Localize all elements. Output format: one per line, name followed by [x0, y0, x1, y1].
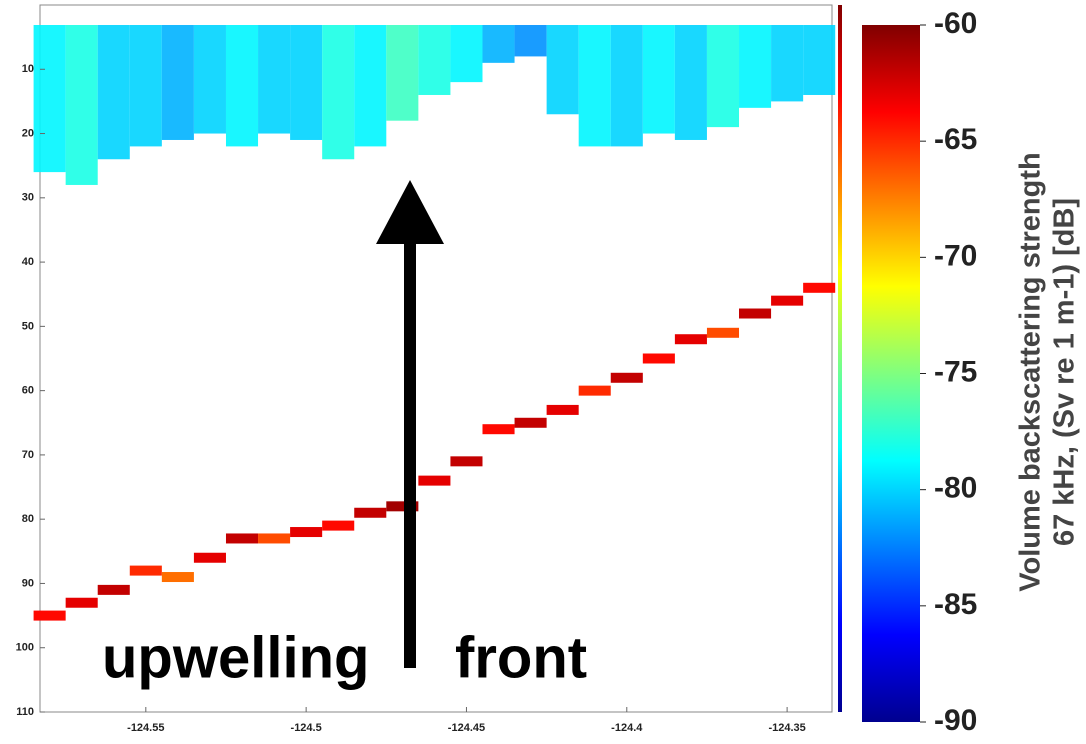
- y-tick-label: 10: [22, 63, 34, 75]
- x-tick-label: -124.4: [611, 722, 643, 734]
- colorbar: [862, 25, 920, 722]
- y-tick-label: 70: [22, 449, 34, 461]
- bottom-cell: [674, 334, 707, 345]
- scattering-cell: [771, 25, 804, 102]
- bottom-cell: [225, 533, 259, 544]
- scattering-cell: [706, 25, 740, 128]
- bottom-cell: [322, 520, 355, 531]
- y-tick-label: 100: [16, 642, 34, 654]
- y-tick-label: 40: [22, 256, 34, 268]
- cells: [33, 25, 836, 621]
- bottom-cell: [418, 475, 451, 486]
- scattering-cell: [450, 25, 483, 83]
- scattering-cell: [258, 25, 291, 134]
- scattering-cell: [65, 25, 98, 185]
- scattering-cell: [610, 25, 643, 147]
- bottom-cell: [386, 501, 419, 512]
- colorbar-label: Volume backscattering strength: [1015, 152, 1047, 591]
- bottom-cell: [97, 584, 130, 595]
- colorbar-tick-label: -60: [934, 7, 977, 40]
- y-tick-label: 50: [22, 320, 34, 332]
- scattering-cell: [674, 25, 707, 140]
- colorbar-tick-label: -80: [934, 472, 977, 505]
- bottom-cell: [193, 552, 226, 563]
- y-tick-label: 90: [22, 577, 34, 589]
- x-tick-label: -124.45: [448, 722, 485, 734]
- bottom-cell: [354, 507, 387, 518]
- bottom-cell: [33, 610, 66, 621]
- scattering-cell: [354, 25, 387, 147]
- bottom-cell: [258, 533, 291, 544]
- x-tick-label: -124.5: [291, 722, 322, 734]
- x-tick-label: -124.55: [127, 722, 164, 734]
- bottom-cell: [578, 385, 611, 396]
- colorbar-tick-label: -65: [934, 123, 977, 156]
- scattering-cell: [161, 25, 194, 140]
- y-tick-label: 80: [22, 513, 34, 525]
- colorbar-tick-label: -70: [934, 239, 977, 272]
- y-tick-label: 20: [22, 127, 34, 139]
- y-tick-label: 60: [22, 385, 34, 397]
- y-tick-label: 110: [16, 706, 34, 718]
- annotation: front: [455, 625, 587, 690]
- annotation: upwelling: [102, 625, 369, 690]
- bottom-cell: [65, 597, 98, 608]
- scattering-cell: [642, 25, 675, 134]
- colorbar-tick-label: -85: [934, 588, 977, 621]
- thin-colorbar: [838, 5, 842, 712]
- scattering-cell: [322, 25, 355, 160]
- scattering-cell: [97, 25, 130, 160]
- scattering-cell: [418, 25, 451, 95]
- scattering-cell: [386, 25, 419, 121]
- bottom-cell: [482, 424, 515, 435]
- colorbar-tick-label: -90: [934, 704, 977, 737]
- bottom-cell: [739, 308, 772, 319]
- scattering-cell: [33, 25, 66, 173]
- bottom-cell: [450, 456, 483, 467]
- bottom-cell: [803, 282, 836, 293]
- scattering-cell: [546, 25, 579, 115]
- scattering-cell: [129, 25, 162, 147]
- colorbar-tick-label: -75: [934, 355, 977, 388]
- scattering-cell: [578, 25, 611, 147]
- bottom-cell: [161, 572, 194, 583]
- colorbar-label: 67 kHz, (Sv re 1 m-1) [dB]: [1049, 198, 1081, 546]
- bottom-cell: [610, 372, 643, 383]
- bottom-cell: [706, 327, 740, 338]
- bottom-cell: [514, 417, 547, 428]
- scattering-cell: [803, 25, 836, 95]
- bottom-cell: [771, 295, 804, 306]
- scattering-cell: [739, 25, 772, 108]
- y-tick-label: 30: [22, 192, 34, 204]
- x-tick-label: -124.35: [768, 722, 805, 734]
- arrow-head: [376, 180, 444, 244]
- bottom-cell: [290, 527, 323, 538]
- scattering-cell: [193, 25, 226, 134]
- bottom-cell: [129, 565, 162, 576]
- bottom-cell: [642, 353, 675, 364]
- bottom-cell: [546, 404, 579, 415]
- scattering-cell: [290, 25, 323, 140]
- scattering-cell: [482, 25, 515, 63]
- scattering-cell: [225, 25, 259, 147]
- scattering-cell: [514, 25, 547, 57]
